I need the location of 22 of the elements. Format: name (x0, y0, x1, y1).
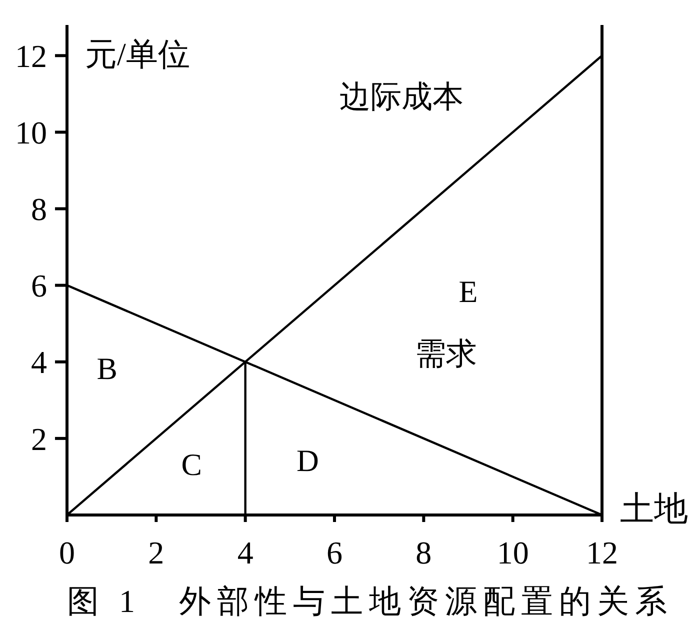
annotation: B (96, 351, 118, 387)
x-tick-label: 0 (59, 534, 75, 571)
x-tick-label: 12 (586, 534, 618, 571)
y-tick-label: 10 (15, 114, 47, 151)
annotation: C (181, 446, 202, 482)
y-tick-label: 8 (31, 191, 47, 228)
x-tick-label: 10 (496, 534, 529, 571)
y-tick-label: 12 (15, 38, 47, 74)
annotation: 需求 (414, 336, 477, 372)
annotation: D (296, 443, 319, 478)
x-tick-label: 6 (326, 534, 342, 571)
y-tick-label: 6 (31, 268, 47, 304)
text: 图 1 外部性与土地资源配置的关系 (66, 582, 674, 621)
x-tick-label: 8 (416, 534, 432, 571)
annotation: 边际成本 (339, 78, 464, 114)
annotation: E (458, 274, 478, 310)
x-tick-label: 4 (237, 534, 254, 571)
y-tick-label: 2 (31, 420, 47, 457)
y-axis-title: 元/单位 (85, 36, 190, 72)
y-tick-label: 4 (31, 344, 47, 380)
x-tick-label: 2 (148, 534, 164, 571)
x-axis-title: 土地 (620, 491, 688, 528)
